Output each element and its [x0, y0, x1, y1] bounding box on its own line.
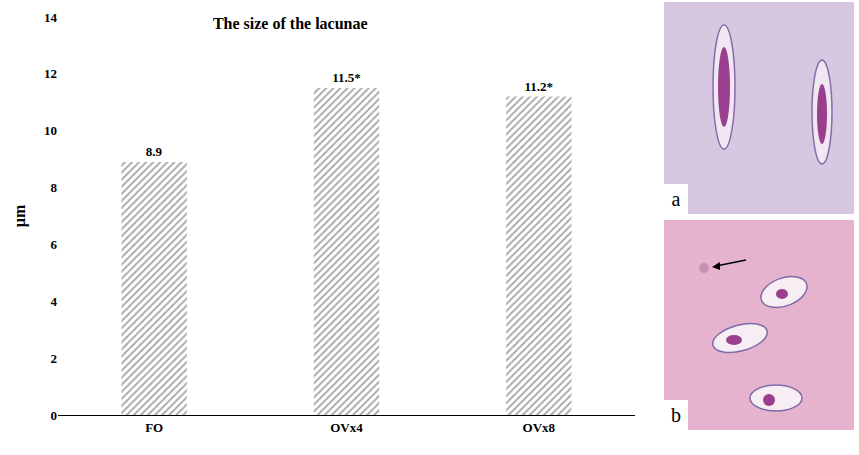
svg-text:OVx8: OVx8 — [523, 420, 556, 435]
svg-text:14: 14 — [44, 10, 58, 25]
svg-text:FO: FO — [145, 420, 163, 435]
svg-text:0: 0 — [51, 408, 58, 423]
svg-text:The size of the lacunae: The size of the lacunae — [213, 15, 368, 32]
svg-text:11.2*: 11.2* — [525, 79, 554, 94]
svg-text:µm: µm — [11, 204, 29, 227]
svg-text:OVx4: OVx4 — [330, 420, 363, 435]
svg-text:11.5*: 11.5* — [332, 70, 361, 85]
svg-text:12: 12 — [44, 66, 57, 81]
svg-text:6: 6 — [51, 237, 58, 252]
svg-text:10: 10 — [44, 123, 57, 138]
svg-text:2: 2 — [51, 351, 58, 366]
svg-text:b: b — [671, 404, 681, 426]
svg-text:4: 4 — [51, 294, 58, 309]
svg-text:a: a — [672, 188, 681, 210]
svg-text:8.9: 8.9 — [146, 144, 163, 159]
svg-text:8: 8 — [51, 180, 58, 195]
